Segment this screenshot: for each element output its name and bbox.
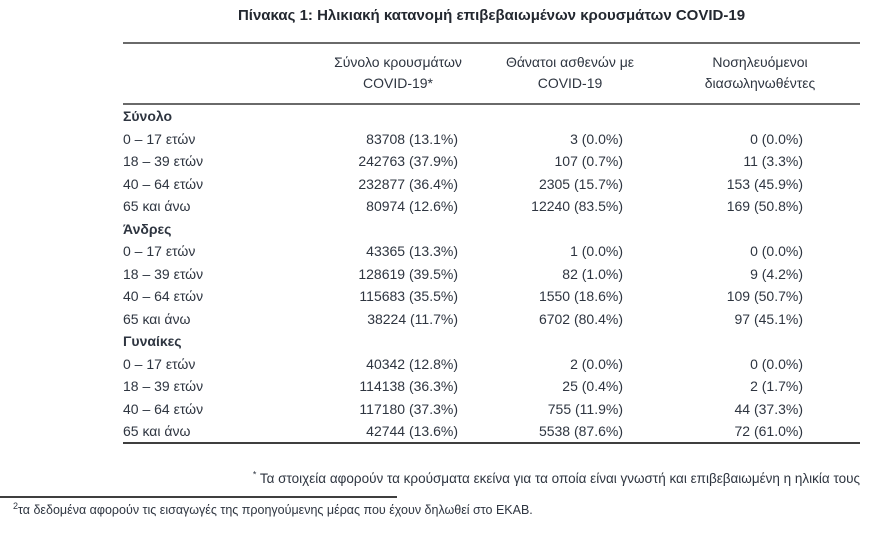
column-header-intubated: Νοσηλευόμενοι διασωληνωθέντες: [665, 52, 855, 94]
column-header-cases: Σύνολο κρουσμάτων COVID-19*: [308, 52, 488, 94]
spacer-cell: [803, 173, 860, 196]
age-group-label: 40 – 64 ετών: [123, 400, 204, 417]
asterisk-marker: *: [252, 469, 257, 480]
table-row: 0 – 17 ετών 83708 (13.1%) 3 (0.0%) 0 (0.0%): [123, 128, 860, 151]
table-body: Σύνολο 0 – 17 ετών 83708 (13.1%) 3 (0.0%) 0 …: [123, 105, 860, 443]
age-group-label: 18 – 39 ετών: [123, 153, 204, 170]
group-label: Άνδρες: [123, 220, 172, 237]
spacer-cell: [803, 353, 860, 376]
footnote-number-marker: 2: [13, 500, 19, 511]
deaths-value: 6702 (80.4%): [538, 310, 623, 327]
deaths-value: 2 (0.0%): [570, 355, 623, 372]
age-group-label: 40 – 64 ετών: [123, 175, 204, 192]
intubated-value: 44 (37.3%): [734, 400, 803, 417]
spacer-cell: [803, 128, 860, 151]
age-group-label: 0 – 17 ετών: [123, 355, 196, 372]
deaths-value: 3 (0.0%): [570, 130, 623, 147]
table-row: 65 και άνω 38224 (11.7%) 6702 (80.4%) 97 (4…: [123, 308, 860, 331]
intubated-value: 0 (0.0%): [750, 355, 803, 372]
table-row: 0 – 17 ετών 43365 (13.3%) 1 (0.0%) 0 (0.0%): [123, 240, 860, 263]
deaths-value: 5538 (87.6%): [538, 422, 623, 439]
table-row: 18 – 39 ετών 114138 (36.3%) 25 (0.4%) 2 (1.…: [123, 375, 860, 398]
table-header: Σύνολο κρουσμάτων COVID-19* Θάνατοι ασθε…: [123, 42, 860, 105]
intubated-value: 0 (0.0%): [750, 130, 803, 147]
deaths-value: 25 (0.4%): [562, 378, 623, 395]
cases-value: 42744 (13.6%): [366, 422, 458, 439]
intubated-value: 97 (45.1%): [734, 310, 803, 327]
age-group-label: 0 – 17 ετών: [123, 243, 196, 260]
spacer-cell: [803, 150, 860, 173]
cases-value: 114138 (36.3%): [359, 378, 458, 395]
intubated-value: 109 (50.7%): [726, 288, 803, 305]
cases-value: 38224 (11.7%): [367, 310, 458, 327]
table-row: 40 – 64 ετών 232877 (36.4%) 2305 (15.7%) 15…: [123, 173, 860, 196]
column-header-line: Σύνολο κρουσμάτων: [334, 54, 462, 70]
cases-value: 40342 (12.8%): [366, 355, 458, 372]
spacer-cell: [803, 285, 860, 308]
deaths-value: 12240 (83.5%): [531, 198, 623, 215]
intubated-value: 2 (1.7%): [750, 378, 803, 395]
column-header-line: COVID-19: [537, 75, 603, 91]
cases-value: 117180 (37.3%): [359, 400, 458, 417]
group-section-row: Σύνολο: [123, 105, 860, 128]
intubated-value: 169 (50.8%): [726, 198, 803, 215]
cases-value: 232877 (36.4%): [358, 175, 458, 192]
age-group-label: 65 και άνω: [123, 198, 191, 215]
deaths-value: 1550 (18.6%): [538, 288, 623, 305]
deaths-value: 107 (0.7%): [554, 153, 623, 170]
spacer-cell: [803, 398, 860, 421]
footnote-age-known: * Τα στοιχεία αφορούν τα κρούσματα εκείν…: [123, 469, 860, 486]
cases-value: 242763 (37.9%): [358, 153, 458, 170]
cases-value: 43365 (13.3%): [366, 243, 458, 260]
cases-value: 83708 (13.1%): [366, 130, 458, 147]
table-row: 40 – 64 ετών 115683 (35.5%) 1550 (18.6%) 10…: [123, 285, 860, 308]
deaths-value: 755 (11.9%): [547, 400, 623, 417]
footnote-text: Τα στοιχεία αφορούν τα κρούσματα εκείνα …: [259, 471, 860, 486]
age-group-label: 65 και άνω: [123, 422, 191, 439]
column-header-line: διασωληνωθέντες: [704, 75, 816, 91]
column-header-line: Νοσηλευόμενοι: [712, 54, 808, 70]
intubated-value: 0 (0.0%): [750, 243, 803, 260]
intubated-value: 11 (3.3%): [743, 153, 803, 170]
group-label: Γυναίκες: [123, 333, 182, 350]
spacer-cell: [803, 263, 860, 286]
spacer-cell: [803, 308, 860, 331]
spacer-cell: [803, 195, 860, 218]
intubated-value: 72 (61.0%): [734, 422, 803, 439]
spacer-cell: [803, 375, 860, 398]
table-row: 0 – 17 ετών 40342 (12.8%) 2 (0.0%) 0 (0.0%): [123, 353, 860, 376]
spacer-cell: [803, 420, 860, 443]
spacer-cell: [803, 240, 860, 263]
group-section-row: Άνδρες: [123, 218, 860, 241]
footnote-ekab: 2τα δεδομένα αφορούν τις εισαγωγές της π…: [13, 500, 713, 517]
column-header-line: COVID-19*: [362, 75, 434, 91]
table-title: Πίνακας 1: Ηλικιακή κατανομή επιβεβαιωμέ…: [237, 7, 746, 24]
cases-value: 80974 (12.6%): [366, 198, 458, 215]
group-label: Σύνολο: [123, 108, 173, 125]
deaths-value: 1 (0.0%): [570, 243, 623, 260]
cases-value: 115683 (35.5%): [359, 288, 458, 305]
footnote-text: τα δεδομένα αφορούν τις εισαγωγές της πρ…: [18, 503, 533, 517]
age-group-label: 18 – 39 ετών: [123, 378, 204, 395]
deaths-value: 82 (1.0%): [562, 265, 623, 282]
deaths-value: 2305 (15.7%): [538, 175, 623, 192]
column-header-deaths: Θάνατοι ασθενών με COVID-19: [475, 52, 665, 94]
age-group-label: 18 – 39 ετών: [123, 265, 204, 282]
group-section-row: Γυναίκες: [123, 330, 860, 353]
data-table: Σύνολο 0 – 17 ετών 83708 (13.1%) 3 (0.0%) 0 …: [123, 105, 860, 444]
age-group-label: 40 – 64 ετών: [123, 288, 204, 305]
intubated-value: 9 (4.2%): [750, 265, 803, 282]
table-row: 18 – 39 ετών 242763 (37.9%) 107 (0.7%) 11 (…: [123, 150, 860, 173]
column-header-line: Θάνατοι ασθενών με: [505, 54, 635, 70]
footnote-separator-rule: [0, 496, 397, 498]
table-row: 65 και άνω 80974 (12.6%) 12240 (83.5%) 169 …: [123, 195, 860, 218]
age-group-label: 0 – 17 ετών: [123, 130, 196, 147]
table-row: 65 και άνω 42744 (13.6%) 5538 (87.6%) 72 (6…: [123, 420, 860, 443]
table-row: 18 – 39 ετών 128619 (39.5%) 82 (1.0%) 9 (4.…: [123, 263, 860, 286]
cases-value: 128619 (39.5%): [358, 265, 458, 282]
age-group-label: 65 και άνω: [123, 310, 191, 327]
table-row: 40 – 64 ετών 117180 (37.3%) 755 (11.9%) 44 …: [123, 398, 860, 421]
intubated-value: 153 (45.9%): [726, 175, 803, 192]
